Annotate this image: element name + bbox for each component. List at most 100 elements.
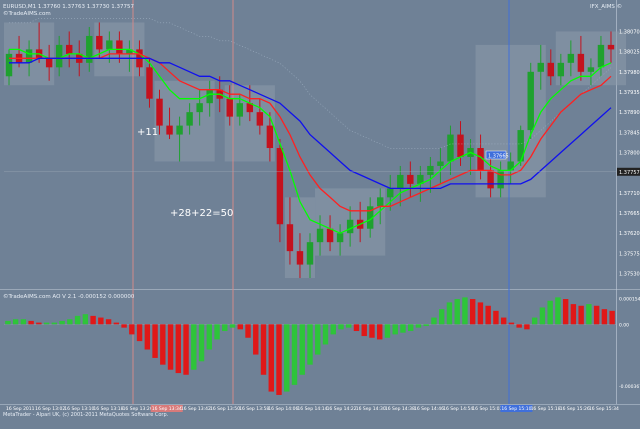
price-marker-box	[485, 150, 507, 160]
oscillator-bar	[59, 320, 65, 325]
candle-body	[206, 89, 213, 104]
oscillator-bar	[454, 299, 460, 325]
time-tick-label: 16 Sep 14:22	[327, 406, 357, 412]
candle-body	[96, 35, 103, 50]
candle-body	[397, 174, 404, 189]
candle-body	[45, 58, 53, 68]
candle-body	[346, 219, 354, 234]
price-tick-label: 1.37665	[619, 211, 640, 217]
oscillator-bar	[469, 299, 476, 325]
candle-body	[166, 125, 173, 135]
candle-body	[55, 44, 63, 68]
time-tick-label: 16 Sep 13:34	[152, 406, 182, 412]
candle-body	[487, 170, 494, 189]
oscillator-bar	[338, 324, 344, 330]
oscillator-label: ©TradeAIMS.com AO V 2.1 -0.000152 0.0000…	[3, 293, 135, 300]
candle-body	[186, 112, 193, 126]
oscillator-bar	[377, 324, 383, 340]
slow-ma-line	[9, 57, 612, 190]
oscillator-bar	[144, 324, 151, 350]
oscillator-bar	[167, 324, 174, 370]
oscillator-bar	[508, 322, 515, 325]
oscillator-bar	[493, 310, 499, 325]
oscillator-bar	[384, 324, 391, 338]
time-tick-label: 16 Sep 13:58	[239, 406, 269, 412]
candle-body	[557, 62, 565, 77]
time-tick-label: 16 Sep 14:14	[297, 406, 327, 412]
oscillator-bar	[531, 317, 538, 325]
candle-body	[607, 44, 615, 50]
candle-body	[276, 148, 284, 225]
oscillator-bar	[152, 324, 158, 358]
candle-body	[457, 134, 464, 157]
oscillator-bar	[67, 319, 73, 325]
oscillator-bar	[307, 324, 313, 365]
time-tick-label: 16 Sep 15:10	[501, 406, 531, 412]
oscillator-bar	[516, 324, 522, 328]
oscillator-bar	[353, 324, 360, 332]
candle-body	[196, 103, 203, 113]
candle-body	[437, 161, 444, 166]
oscillator-tick-label: 0.000154	[619, 296, 640, 302]
oscillator-bar	[105, 319, 112, 325]
candle-body	[336, 233, 344, 243]
candle-body	[306, 242, 314, 265]
oscillator-bar	[555, 297, 561, 325]
oscillator-bar	[322, 324, 329, 345]
candle-body	[316, 228, 324, 243]
axis-layer: 1.38070 1.38025 1.37980 1.37935 1.37890 1.378…	[4, 29, 640, 412]
oscillator-bar	[260, 324, 267, 375]
candle-body	[597, 44, 605, 68]
oscillator-bar	[12, 319, 19, 325]
oscillator-bar	[20, 319, 27, 325]
oscillator-tick-label: -0.000367	[619, 384, 640, 390]
oscillator-bar	[361, 324, 367, 337]
oscillator-bar	[82, 314, 89, 325]
candle-body	[116, 40, 123, 54]
oscillator-bar	[291, 324, 298, 385]
price-tick-label: 1.38025	[619, 50, 640, 56]
oscillator-bar	[392, 324, 398, 335]
oscillator-bar	[500, 317, 507, 325]
oscillator-bar	[229, 324, 236, 328]
oscillator-bar	[191, 324, 197, 370]
oscillator-bar	[36, 322, 42, 325]
symbol-header: EURUSD,M1 1.37760 1.37763 1.37730 1.3775…	[3, 4, 135, 10]
oscillator-bar	[524, 324, 530, 330]
candle-body	[537, 62, 544, 72]
indicator-header: IFX_AIMS ©	[590, 3, 622, 10]
time-tick-label: 16 Sep 13:42	[181, 406, 211, 412]
price-marker-label: 1.37665	[488, 154, 509, 160]
oscillator-bar	[299, 324, 305, 375]
price-tick-label: 1.37530	[619, 272, 640, 278]
candle-body	[5, 53, 13, 77]
time-tick-label: 16 Sep 13:26	[123, 406, 153, 412]
time-tick-label: 16 Sep 15:18	[531, 406, 561, 412]
candle-body	[477, 148, 484, 171]
oscillator-bar	[431, 317, 437, 325]
oscillator-bar	[400, 324, 406, 333]
oscillator-bar	[477, 302, 484, 325]
candle-body	[527, 71, 534, 131]
oscillator-bar	[601, 309, 608, 325]
oscillator-bar	[547, 300, 553, 325]
mid-ma-line	[9, 53, 612, 212]
oscillator-bar	[284, 324, 290, 392]
oscillator-bar	[462, 297, 468, 325]
price-tick-label: 1.37980	[619, 70, 640, 76]
candle-body	[296, 251, 304, 265]
price-tick-label: 1.37620	[619, 231, 640, 237]
time-tick-label: 16 Sep 14:54	[443, 406, 473, 412]
oscillator-bar	[160, 324, 166, 365]
time-tick-label: 16 Sep 14:38	[385, 406, 415, 412]
candle-body	[236, 103, 243, 117]
oscillator-bar	[28, 320, 34, 325]
candle-body	[447, 134, 454, 162]
price-tick-label: 1.38070	[619, 29, 640, 35]
oscillator-bar	[175, 324, 182, 374]
candle-body	[587, 67, 595, 72]
oscillator-bar	[43, 322, 50, 325]
oscillator-bar	[446, 302, 453, 325]
oscillator-bar	[315, 324, 321, 355]
